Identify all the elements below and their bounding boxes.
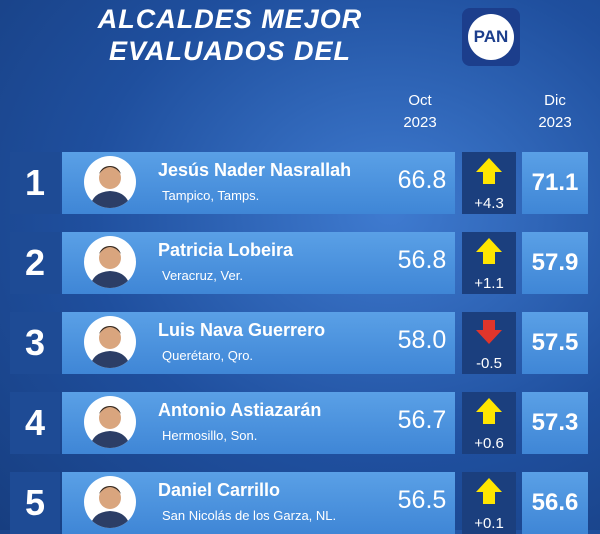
row-panel: Jesús Nader Nasrallah Tampico, Tamps. 66.8 (62, 152, 455, 214)
logo-text: PAN (468, 14, 514, 60)
column-month: Oct (408, 92, 432, 109)
city: Tampico, Tamps. (162, 188, 260, 203)
change-box: +4.3 (462, 152, 516, 214)
photo (84, 236, 136, 288)
arrow-up (476, 158, 502, 184)
oct-score: 66.8 (397, 166, 447, 194)
change: +4.3 (474, 195, 504, 212)
name: Antonio Astiazarán (158, 400, 322, 420)
change: -0.5 (476, 355, 502, 372)
oct-score: 56.5 (397, 486, 447, 514)
column-month: Dic (544, 92, 566, 109)
change-box: +0.1 (462, 472, 516, 534)
oct-score: 56.8 (397, 246, 447, 274)
column-year: 2023 (538, 114, 572, 131)
rank: 2 (10, 232, 60, 294)
arrow-down (476, 320, 502, 344)
photo (84, 316, 136, 368)
row-panel: Antonio Astiazarán Hermosillo, Son. 56.7 (62, 392, 455, 454)
avatar (90, 326, 130, 368)
change-box: +1.1 (462, 232, 516, 294)
row-panel: Daniel Carrillo San Nicolás de los Garza,… (62, 472, 455, 534)
rank: 1 (10, 152, 60, 214)
photo (84, 476, 136, 528)
arrow-up (476, 398, 502, 424)
change: +0.1 (474, 515, 504, 532)
city: Veracruz, Ver. (162, 268, 243, 283)
city: Querétaro, Qro. (162, 348, 254, 363)
city: Hermosillo, Son. (162, 428, 258, 443)
name: Daniel Carrillo (158, 480, 281, 500)
name: Luis Nava Guerrero (158, 320, 326, 340)
rank: 4 (10, 392, 60, 454)
avatar (90, 406, 130, 448)
avatar (90, 166, 130, 208)
photo (84, 396, 136, 448)
arrow-up (476, 238, 502, 264)
dic-score: 56.6 (522, 472, 588, 534)
name: Patricia Lobeira (158, 240, 294, 260)
rank: 5 (10, 472, 60, 534)
change: +1.1 (474, 275, 504, 292)
oct-score: 56.7 (397, 406, 447, 434)
dic-score: 57.9 (522, 232, 588, 294)
dic-score: 57.3 (522, 392, 588, 454)
change-box: +0.6 (462, 392, 516, 454)
city: San Nicolás de los Garza, NL. (162, 508, 337, 523)
column-year: 2023 (403, 114, 437, 131)
avatar (90, 246, 130, 288)
dic-score: 71.1 (522, 152, 588, 214)
title-line: ALCALDES MEJOR (97, 4, 363, 34)
name: Jesús Nader Nasrallah (158, 160, 352, 180)
change-box: -0.5 (462, 312, 516, 374)
logo: PAN (462, 8, 520, 66)
oct-score: 58.0 (397, 326, 447, 354)
column-header: Oct 2023 (385, 90, 455, 134)
change: +0.6 (474, 435, 504, 452)
rank: 3 (10, 312, 60, 374)
photo (84, 156, 136, 208)
column-header: Dic 2023 (520, 90, 590, 134)
arrow-up (476, 478, 502, 504)
row-panel: Luis Nava Guerrero Querétaro, Qro. 58.0 (62, 312, 455, 374)
row-panel: Patricia Lobeira Veracruz, Ver. 56.8 (62, 232, 455, 294)
title-line: EVALUADOS DEL (108, 36, 351, 66)
avatar (90, 486, 130, 528)
dic-score: 57.5 (522, 312, 588, 374)
